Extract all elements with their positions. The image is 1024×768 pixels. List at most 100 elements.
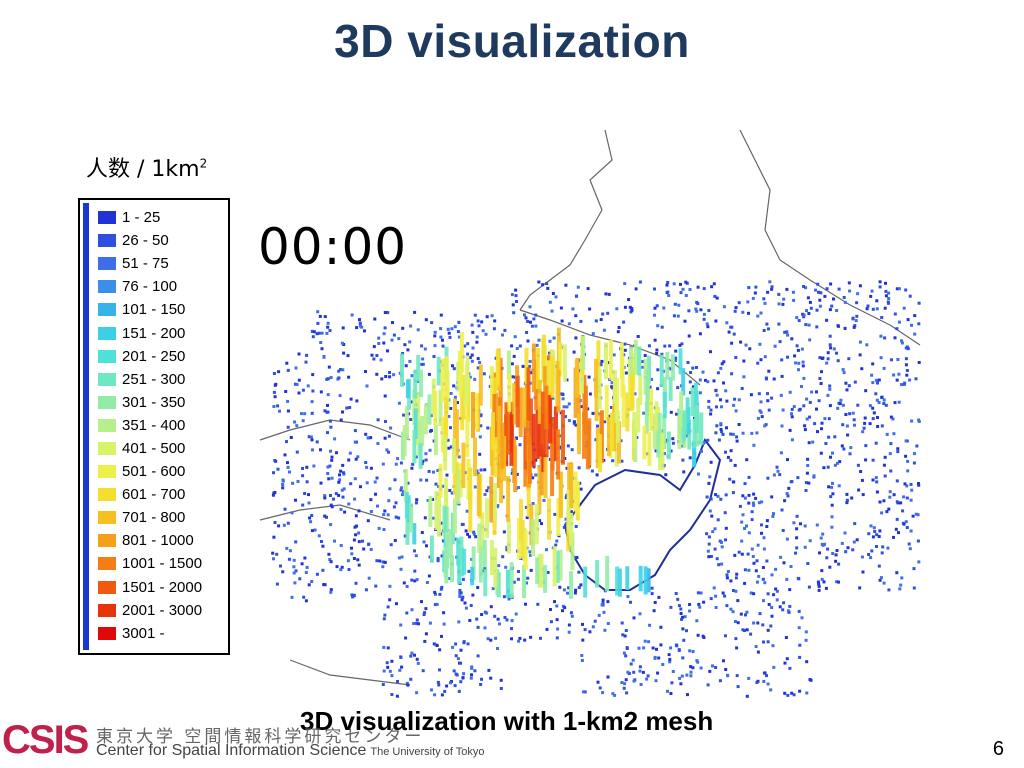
mesh-point <box>657 656 661 660</box>
mesh-point <box>452 367 456 371</box>
mesh-point <box>817 588 821 592</box>
mesh-point <box>343 510 347 514</box>
mesh-point <box>479 683 483 686</box>
mesh-point <box>549 620 553 624</box>
mesh-point <box>562 588 566 592</box>
mesh-point <box>272 535 276 539</box>
mesh-point <box>880 551 884 555</box>
mesh-point <box>574 588 578 592</box>
mesh-bar <box>460 547 464 577</box>
mesh-point <box>373 480 377 484</box>
mesh-point <box>349 482 353 486</box>
mesh-point <box>596 424 599 428</box>
mesh-point <box>885 432 889 436</box>
mesh-point <box>714 606 718 609</box>
mesh-point <box>780 358 784 362</box>
mesh-point <box>278 409 281 413</box>
mesh-point <box>702 317 706 321</box>
mesh-point <box>354 581 358 585</box>
legend-item: 801 - 1000 <box>98 529 202 552</box>
mesh-point <box>734 576 738 580</box>
mesh-bar <box>678 348 683 375</box>
legend-swatch <box>98 211 116 225</box>
mesh-point <box>356 558 360 562</box>
mesh-point <box>428 448 432 452</box>
mesh-point <box>880 395 884 399</box>
mesh-bar <box>543 457 548 499</box>
mesh-point <box>883 474 887 478</box>
mesh-point <box>491 587 495 591</box>
mesh-point <box>460 522 464 526</box>
mesh-point <box>729 432 733 436</box>
mesh-point <box>735 572 739 576</box>
mesh-point <box>655 348 659 352</box>
mesh-point <box>792 521 796 525</box>
mesh-point <box>892 373 896 377</box>
mesh-point <box>397 556 401 560</box>
mesh-point <box>606 600 610 604</box>
mesh-point <box>537 338 541 342</box>
mesh-point <box>740 387 744 390</box>
mesh-point <box>704 378 707 382</box>
mesh-bar <box>476 474 481 517</box>
mesh-point <box>724 493 728 497</box>
mesh-point <box>415 498 419 502</box>
mesh-point <box>696 285 700 289</box>
mesh-bar <box>428 496 433 527</box>
mesh-point <box>803 545 807 549</box>
mesh-point <box>815 390 818 394</box>
mesh-point <box>598 686 602 690</box>
mesh-point <box>320 347 324 351</box>
mesh-point <box>770 285 774 289</box>
mesh-point <box>888 452 892 456</box>
mesh-point <box>739 612 743 616</box>
mesh-point <box>744 613 747 617</box>
mesh-point <box>756 621 760 625</box>
mesh-point <box>595 473 599 477</box>
mesh-point <box>277 370 281 374</box>
legend-swatch <box>98 234 116 248</box>
mesh-point <box>396 680 399 683</box>
mesh-point <box>433 344 437 348</box>
mesh-point <box>333 539 336 543</box>
mesh-point <box>741 513 745 517</box>
mesh-point <box>752 492 756 496</box>
mesh-point <box>698 332 702 336</box>
mesh-bar <box>654 401 659 433</box>
mesh-point <box>869 294 873 298</box>
mesh-point <box>722 360 726 364</box>
mesh-point <box>797 626 801 630</box>
mesh-point <box>790 415 794 419</box>
mesh-point <box>767 327 770 331</box>
mesh-point <box>292 571 296 575</box>
mesh-point <box>427 372 431 376</box>
mesh-point <box>515 300 518 303</box>
legend-label: 3001 - <box>122 624 165 642</box>
mesh-bar <box>558 471 563 518</box>
mesh-point <box>279 564 282 568</box>
mesh-bar <box>440 416 445 453</box>
mesh-point <box>757 501 761 505</box>
mesh-point <box>354 457 358 461</box>
mesh-point <box>457 455 461 459</box>
mesh-point <box>818 356 822 360</box>
mesh-point <box>892 493 896 497</box>
mesh-point <box>797 361 801 365</box>
mesh-point <box>695 619 699 623</box>
legend-item: 1 - 25 <box>98 206 202 229</box>
mesh-point <box>292 565 296 569</box>
mesh-point <box>896 450 900 454</box>
mesh-point <box>281 479 285 483</box>
mesh-point <box>797 408 801 412</box>
mesh-point <box>913 452 916 456</box>
mesh-point <box>476 357 480 361</box>
mesh-point <box>805 397 809 401</box>
mesh-point <box>737 301 741 305</box>
mesh-point <box>486 637 490 641</box>
mesh-bar <box>598 434 603 473</box>
mesh-bar <box>413 369 418 399</box>
mesh-point <box>732 480 736 484</box>
mesh-point <box>760 415 764 419</box>
mesh-point <box>885 510 889 514</box>
mesh-point <box>900 339 904 343</box>
